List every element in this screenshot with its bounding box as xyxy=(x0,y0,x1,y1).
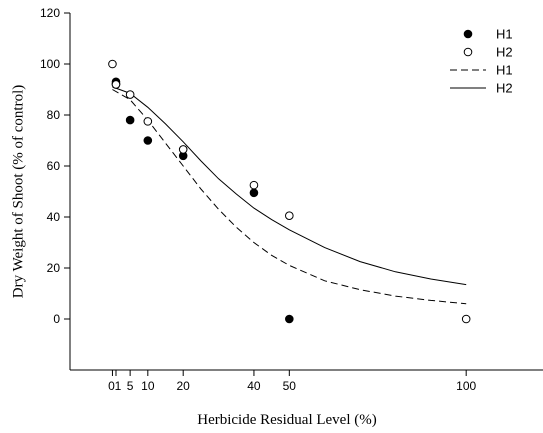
point-h2-5 xyxy=(249,180,259,190)
point-h1-2 xyxy=(125,115,135,125)
x-tick-label-50: 50 xyxy=(283,379,297,393)
curve-h2-solid xyxy=(112,86,467,286)
point-h2-2 xyxy=(125,90,135,99)
y-tick-label-80: 80 xyxy=(47,108,61,122)
point-h1-3 xyxy=(143,136,153,145)
point-h2-7 xyxy=(461,314,471,324)
data-points xyxy=(108,59,471,324)
y-tick-label-20: 20 xyxy=(47,261,61,275)
point-h2-3 xyxy=(143,117,153,126)
y-tick-label-60: 60 xyxy=(47,159,61,173)
y-tick-label-100: 100 xyxy=(40,57,60,71)
x-tick-label-5: 5 xyxy=(127,379,134,393)
x-tick-label-40: 40 xyxy=(247,379,261,393)
fitted-curves xyxy=(112,86,467,305)
point-h1-6 xyxy=(285,314,294,324)
legend-h1-dashed-label: H1 xyxy=(496,63,513,78)
y-tick-label-120: 120 xyxy=(40,6,60,20)
x-tick-label-10: 10 xyxy=(141,379,155,393)
legend-h1-points-swatch xyxy=(463,29,473,39)
y-axis-title: Dry Weight of Shoot (% of control) xyxy=(10,85,26,298)
legend-h2-points-label: H2 xyxy=(496,45,513,60)
legend-h2-points-swatch xyxy=(463,47,473,57)
x-tick-label-1: 1 xyxy=(115,379,122,393)
legend-h2-solid-label: H2 xyxy=(496,81,513,96)
point-h2-4 xyxy=(178,145,188,154)
curve-h1-dashed xyxy=(112,89,467,305)
x-tick-label-20: 20 xyxy=(177,379,191,393)
y-tick-label-40: 40 xyxy=(47,210,61,224)
legend: H1 H2 H1 H2 xyxy=(450,27,513,96)
point-h2-1 xyxy=(111,80,121,89)
x-axis-title: Herbicide Residual Level (%) xyxy=(197,412,377,428)
y-tick-label-0: 0 xyxy=(53,312,60,326)
point-h1-5 xyxy=(249,188,259,198)
legend-h1-points-label: H1 xyxy=(496,27,513,42)
x-tick-label-0: 0 xyxy=(108,379,115,393)
point-h2-6 xyxy=(285,211,294,221)
x-tick-label-100: 100 xyxy=(456,379,476,393)
point-h2-0 xyxy=(108,59,117,69)
